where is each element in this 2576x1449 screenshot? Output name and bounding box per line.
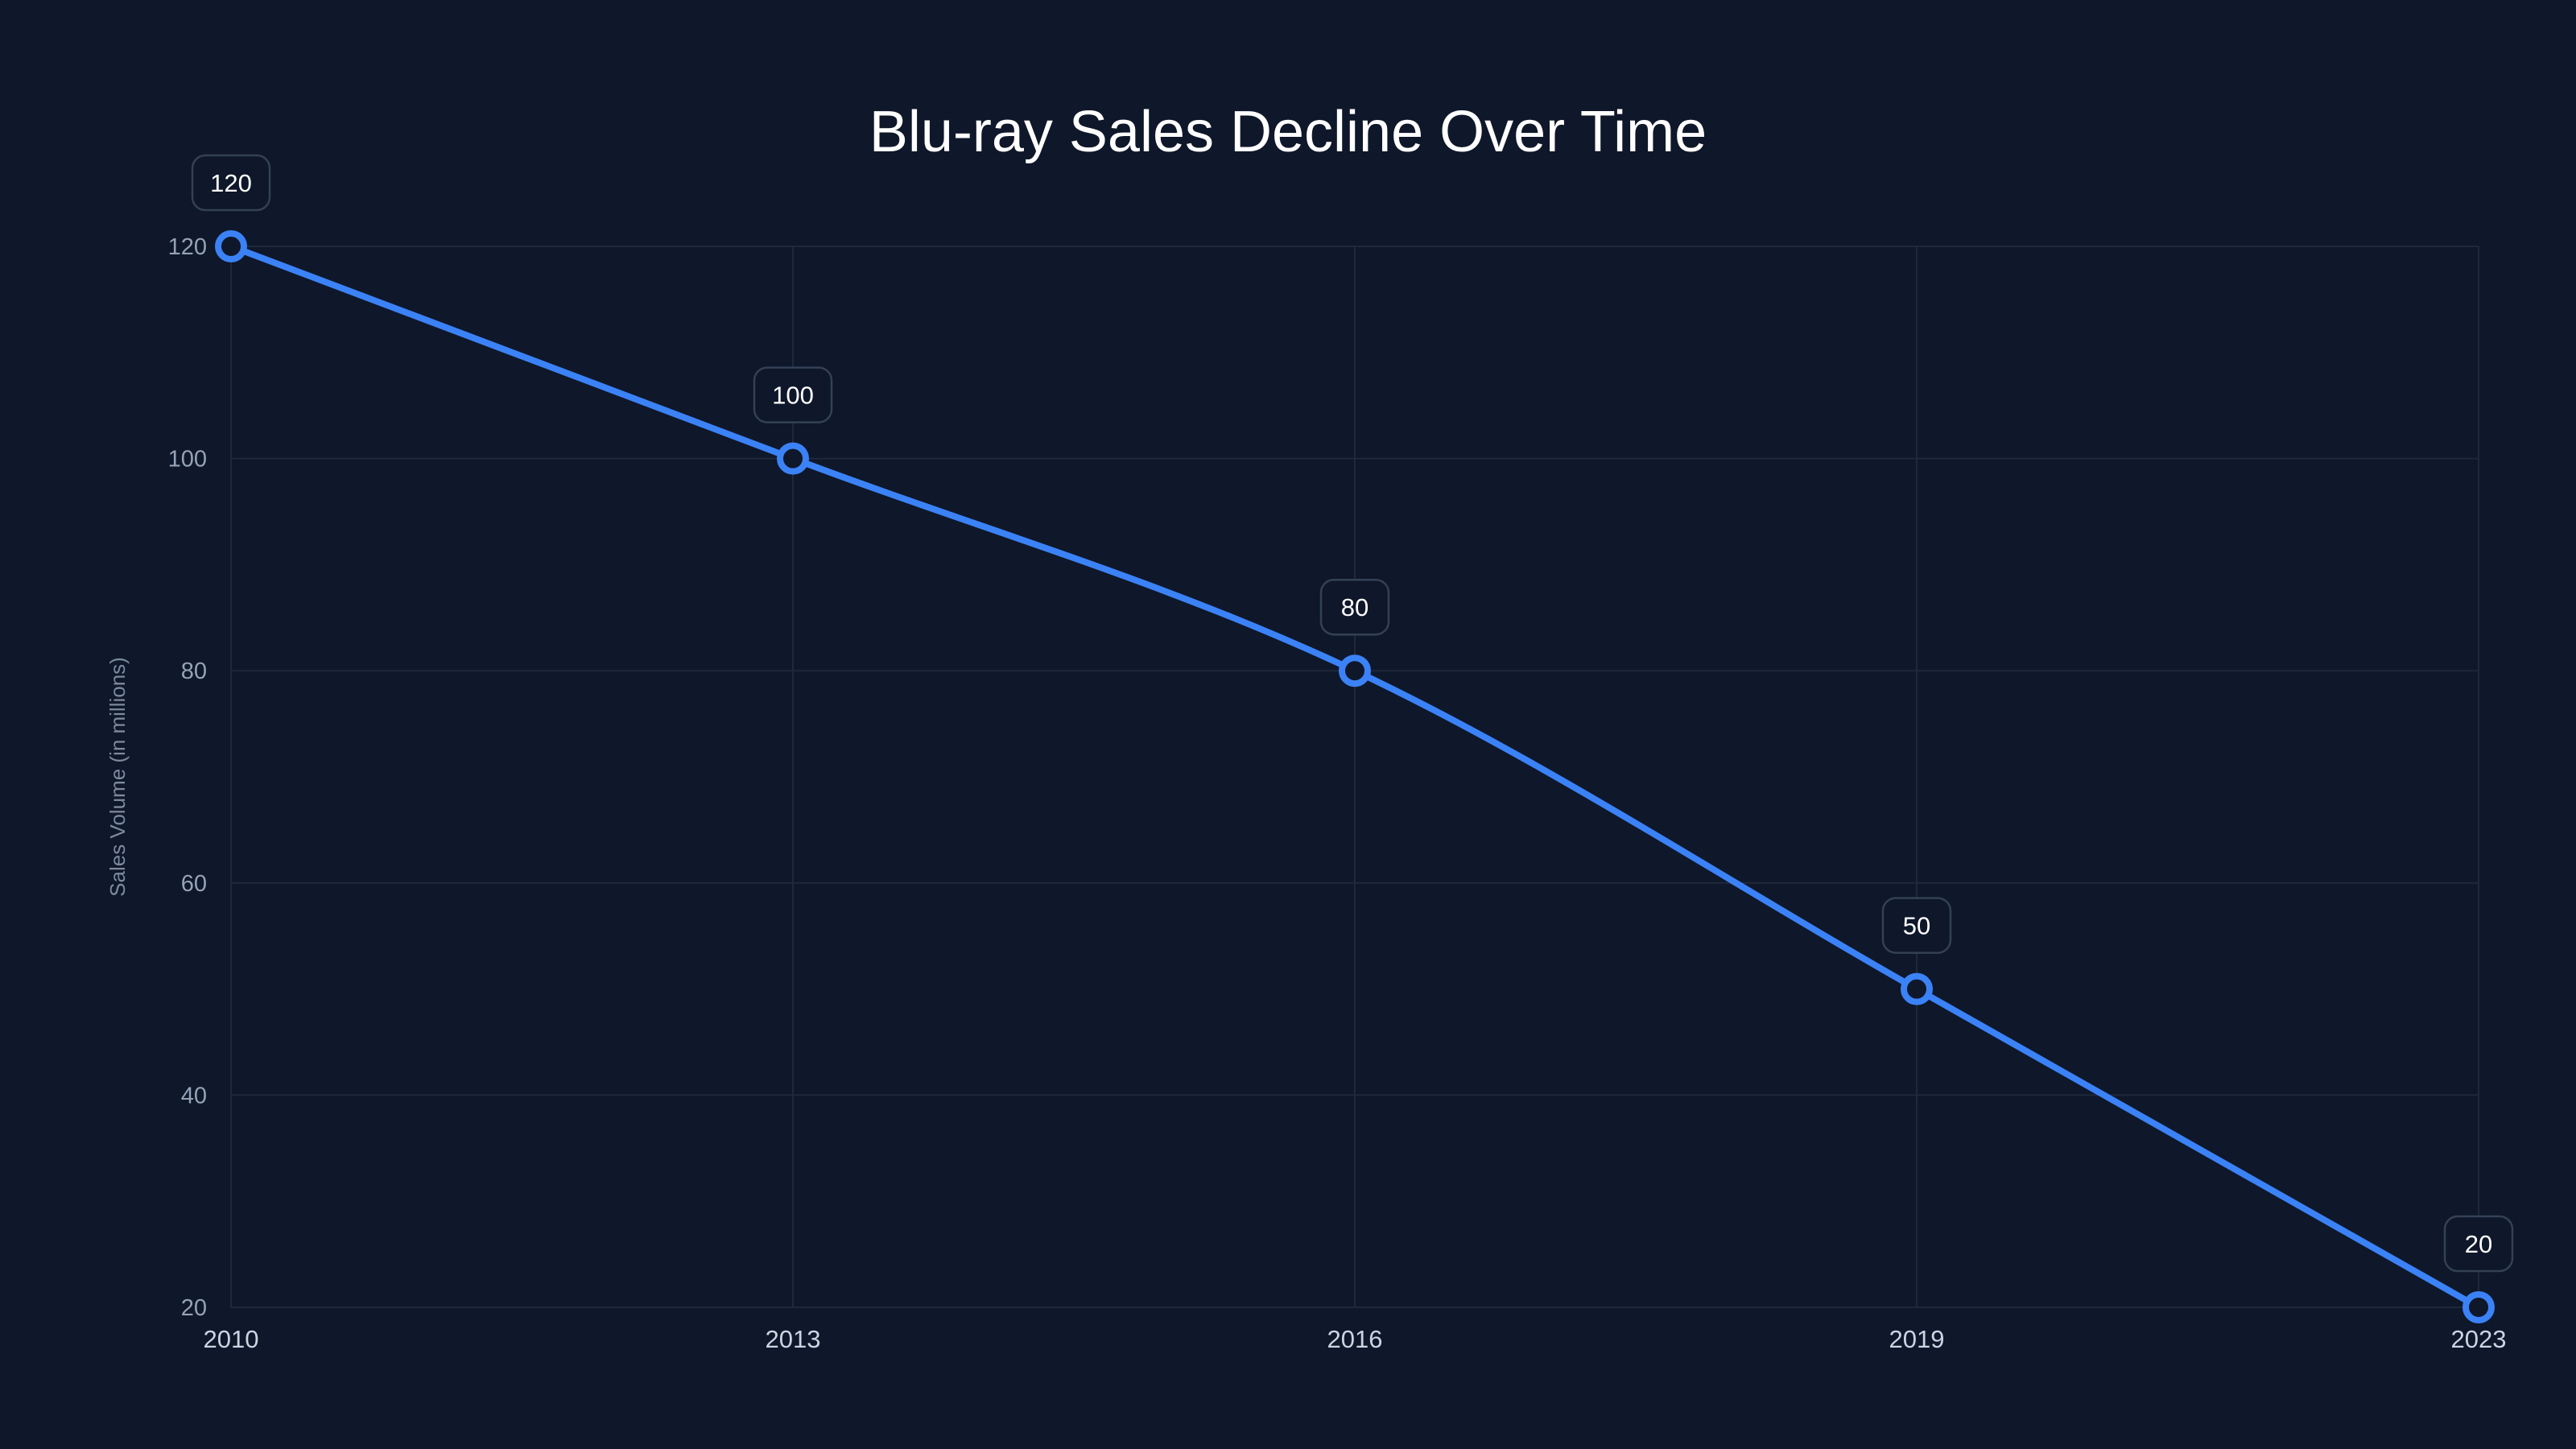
x-tick-label: 2010 <box>204 1325 259 1353</box>
y-tick-label: 120 <box>168 234 207 260</box>
x-tick-label: 2023 <box>2451 1325 2507 1353</box>
svg-text:80: 80 <box>1341 593 1368 621</box>
svg-text:120: 120 <box>210 169 252 197</box>
svg-text:50: 50 <box>1903 912 1930 940</box>
data-label-badge: 100 <box>753 366 833 423</box>
y-axis-label: Sales Volume (in millions) <box>105 657 130 897</box>
chart-title: Blu-ray Sales Decline Over Time <box>869 100 1707 164</box>
data-point-marker[interactable] <box>215 230 247 262</box>
data-point-marker[interactable] <box>777 442 809 475</box>
y-tick-label: 60 <box>181 871 207 897</box>
data-point-marker[interactable] <box>2462 1291 2495 1323</box>
data-point-marker[interactable] <box>1901 972 1933 1005</box>
x-tick-label: 2013 <box>766 1325 821 1353</box>
x-tick-label: 2019 <box>1889 1325 1945 1353</box>
svg-text:20: 20 <box>2465 1230 2492 1258</box>
x-tick-label: 2016 <box>1327 1325 1383 1353</box>
data-label-badge: 120 <box>191 154 271 212</box>
gridlines <box>230 246 2479 1308</box>
y-tick-label: 20 <box>181 1295 207 1321</box>
data-label-badge: 20 <box>2443 1215 2514 1273</box>
data-point-marker[interactable] <box>1339 654 1371 687</box>
axis-ticks: 20 40 60 80 100 120 2010 2013 2016 2019 2023 <box>168 234 2507 1353</box>
data-label-badge: 80 <box>1319 578 1390 636</box>
data-points <box>215 230 2495 1323</box>
y-tick-label: 40 <box>181 1083 207 1108</box>
svg-text:100: 100 <box>772 382 814 410</box>
y-tick-label: 100 <box>168 447 207 473</box>
data-labels: 120 100 80 50 20 <box>191 154 2514 1273</box>
data-label-badge: 50 <box>1881 897 1952 954</box>
y-tick-label: 80 <box>181 658 207 684</box>
